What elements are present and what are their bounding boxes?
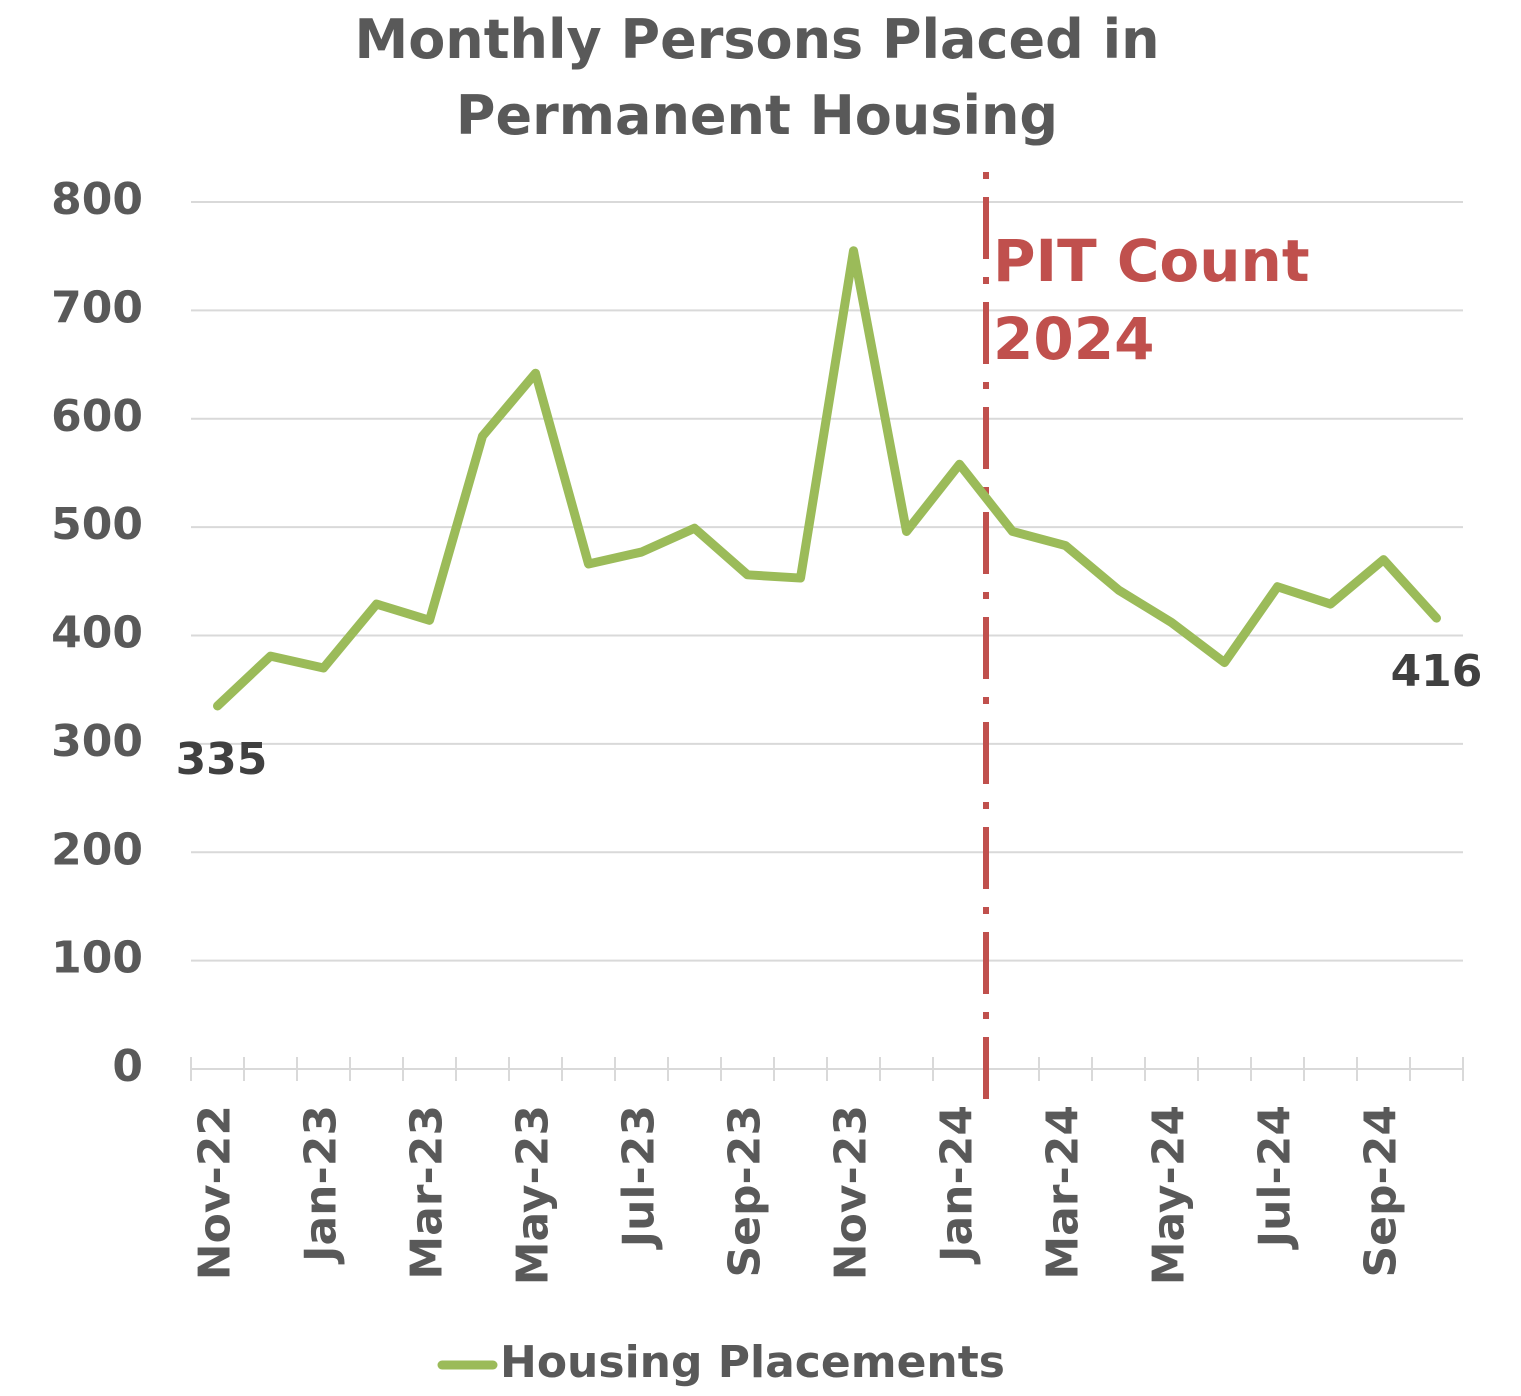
legend-label: Housing Placements	[500, 1337, 1005, 1388]
y-tick-label: 400	[51, 608, 143, 659]
chart-title: Monthly Persons Placed in Permanent Hous…	[354, 8, 1160, 147]
data-line	[213, 246, 1441, 711]
y-tick-label: 700	[51, 282, 143, 333]
data-label: 416	[1391, 646, 1483, 697]
y-tick-label: 800	[51, 174, 143, 225]
x-tick-label: Nov-23	[826, 1105, 877, 1280]
x-tick-label: Jan-24	[932, 1105, 983, 1265]
x-tick-label: Mar-23	[402, 1105, 453, 1280]
y-tick-label: 300	[51, 716, 143, 767]
x-tick-label: Sep-24	[1356, 1105, 1407, 1278]
x-tick-label: Mar-24	[1038, 1105, 1089, 1280]
y-tick-label: 200	[51, 824, 143, 875]
x-tick-label: Sep-23	[720, 1105, 771, 1278]
y-tick-label: 500	[51, 499, 143, 550]
x-tick-label: Jan-23	[296, 1105, 347, 1265]
x-tick-label: May-23	[508, 1105, 559, 1285]
y-tick-label: 0	[112, 1041, 143, 1092]
data-label: 335	[176, 734, 268, 785]
y-tick-label: 600	[51, 391, 143, 442]
x-tick-label: Jul-23	[614, 1105, 665, 1250]
annotation: PIT Count 2024	[993, 227, 1310, 373]
x-tick-label: Jul-24	[1250, 1105, 1301, 1250]
x-tick-label: Nov-22	[190, 1105, 241, 1280]
y-tick-label: 100	[51, 933, 143, 984]
x-tick-label: May-24	[1144, 1105, 1195, 1285]
